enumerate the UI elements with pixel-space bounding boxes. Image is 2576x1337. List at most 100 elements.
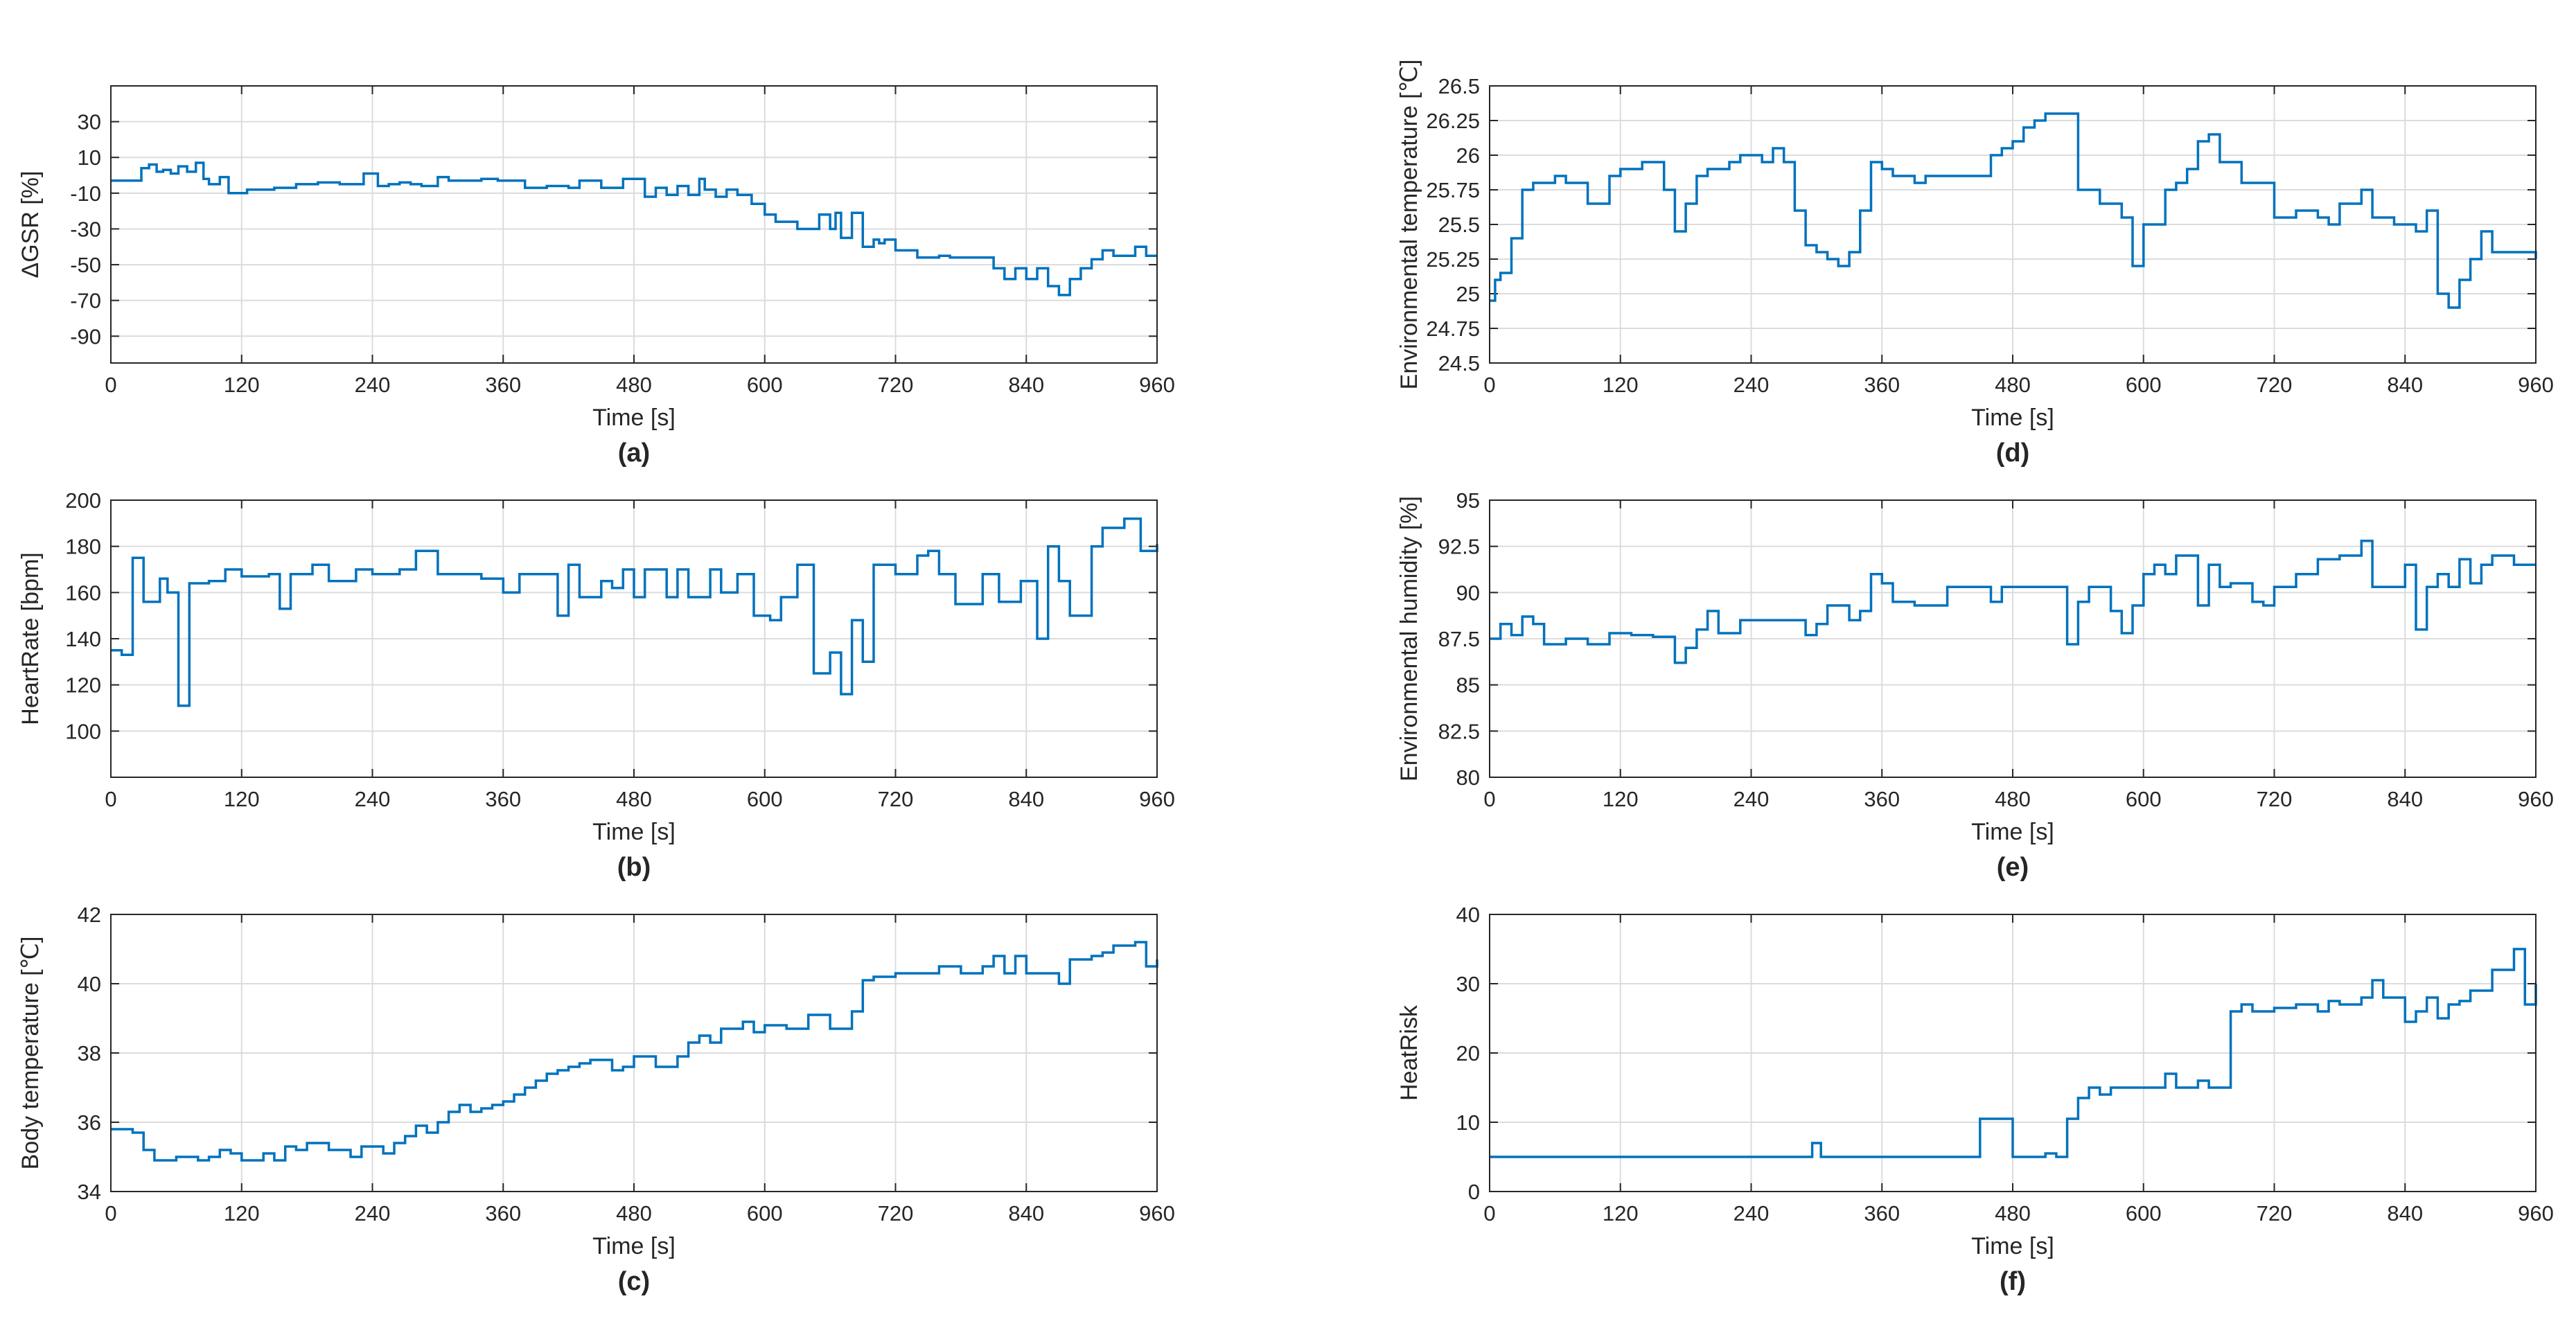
x-tick-label: 600 <box>747 373 783 397</box>
x-tick-label: 120 <box>1603 373 1639 397</box>
x-tick-label: 0 <box>1483 787 1495 811</box>
y-tick-label: 100 <box>65 719 101 743</box>
x-tick-label: 840 <box>2387 1201 2423 1225</box>
x-tick-label: 840 <box>2387 373 2423 397</box>
x-tick-label: 600 <box>2126 1201 2162 1225</box>
y-tick-label: 25.75 <box>1426 178 1480 202</box>
x-tick-label: 240 <box>1733 373 1770 397</box>
y-tick-label: 25.25 <box>1426 247 1480 272</box>
series-line-b <box>111 517 1158 707</box>
y-tick-label: 120 <box>65 673 101 698</box>
x-tick-label: 240 <box>1733 787 1770 811</box>
x-tick-label: 960 <box>2518 1201 2554 1225</box>
y-tick-label: 38 <box>78 1041 101 1065</box>
y-tick-label: 24.5 <box>1438 351 1480 375</box>
y-tick-label: 0 <box>1468 1180 1480 1204</box>
x-tick-label: 960 <box>2518 373 2554 397</box>
x-tick-label: 240 <box>1733 1201 1770 1225</box>
x-tick-label: 600 <box>2126 787 2162 811</box>
x-tick-label: 480 <box>616 1201 652 1225</box>
x-tick-label: 360 <box>485 1201 521 1225</box>
y-tick-label: -50 <box>70 253 101 277</box>
plot-frame-e <box>1489 499 2537 778</box>
y-tick-label: 140 <box>65 627 101 651</box>
x-tick-label: 480 <box>616 373 652 397</box>
plot-frame-f <box>1489 914 2537 1192</box>
panel-c: 0 120 240 360 480 600 720 840 960 34 36 38 40 42 Time … <box>17 903 1175 1296</box>
y-tick-label: 30 <box>78 110 101 134</box>
y-tick-label: 25.5 <box>1438 213 1480 237</box>
x-tick-label: 480 <box>1995 373 2031 397</box>
y-tick-label: 85 <box>1456 673 1480 698</box>
panel-caption: (c) <box>618 1267 650 1296</box>
x-tick-label: 720 <box>2257 1201 2293 1225</box>
x-tick-label: 960 <box>1139 373 1175 397</box>
x-tick-label: 120 <box>1603 1201 1639 1225</box>
x-tick-label: 120 <box>224 1201 260 1225</box>
y-tick-label: -90 <box>70 324 101 348</box>
y-axis-label: Environmental temperature [℃] <box>1396 60 1422 390</box>
x-tick-label: 0 <box>105 373 116 397</box>
y-tick-label: 30 <box>1456 972 1480 996</box>
x-tick-label: 960 <box>2518 787 2554 811</box>
y-tick-label: 20 <box>1456 1041 1480 1065</box>
y-axis-label: Body temperature [℃] <box>17 937 44 1170</box>
y-tick-label: 92.5 <box>1438 535 1480 559</box>
series-line-c <box>111 941 1158 1162</box>
x-tick-label: 0 <box>105 787 116 811</box>
x-axis-label: Time [s] <box>592 819 676 845</box>
series-line-a <box>111 161 1157 296</box>
y-axis-label: HeatRisk <box>1396 1004 1422 1101</box>
y-tick-label: 25 <box>1456 282 1480 306</box>
y-tick-label: -30 <box>70 217 101 241</box>
x-tick-label: 720 <box>878 787 914 811</box>
plot-frame-c <box>110 914 1158 1192</box>
x-tick-label: 240 <box>355 373 391 397</box>
panel-caption: (d) <box>1996 439 2030 468</box>
x-tick-label: 840 <box>1008 787 1044 811</box>
y-tick-label: 10 <box>78 145 101 170</box>
panel-e: 0 120 240 360 480 600 720 840 960 80 82.5 85 87.5 90 9… <box>1396 488 2554 882</box>
panel-b: 0 120 240 360 480 600 720 840 960 100 120 140 160 180… <box>17 488 1175 882</box>
x-tick-label: 120 <box>224 787 260 811</box>
y-tick-label: -70 <box>70 289 101 313</box>
x-tick-label: 960 <box>1139 787 1175 811</box>
x-tick-label: 240 <box>355 1201 391 1225</box>
panel-caption: (a) <box>618 439 650 468</box>
x-tick-label: 480 <box>1995 1201 2031 1225</box>
x-tick-label: 720 <box>2257 373 2293 397</box>
panel-caption: (b) <box>617 853 651 882</box>
panel-f: 0 120 240 360 480 600 720 840 960 0 10 20 30 40 Time [… <box>1396 903 2554 1296</box>
y-tick-label: 180 <box>65 535 101 559</box>
y-tick-label: 34 <box>78 1180 101 1204</box>
panel-d: 0 120 240 360 480 600 720 840 960 24.5 24.75 25 25.2… <box>1396 60 2554 468</box>
x-axis-label: Time [s] <box>1971 1233 2054 1259</box>
series-line-d <box>1490 112 2537 309</box>
x-tick-label: 360 <box>1864 1201 1900 1225</box>
plot-frame-a <box>110 85 1158 364</box>
series-line-e <box>1490 539 2536 664</box>
x-axis-label: Time [s] <box>1971 405 2054 431</box>
x-axis-label: Time [s] <box>1971 819 2054 845</box>
panel-caption: (e) <box>1997 853 2029 882</box>
x-tick-label: 360 <box>485 787 521 811</box>
x-tick-label: 0 <box>1483 373 1495 397</box>
x-tick-label: 0 <box>105 1201 116 1225</box>
x-tick-label: 240 <box>355 787 391 811</box>
y-tick-label: 95 <box>1456 488 1480 513</box>
x-tick-label: 120 <box>1603 787 1639 811</box>
plot-frame-d <box>1489 85 2537 364</box>
x-tick-label: 840 <box>1008 373 1044 397</box>
y-tick-label: 40 <box>1456 903 1480 927</box>
x-tick-label: 360 <box>1864 373 1900 397</box>
x-tick-label: 840 <box>1008 1201 1044 1225</box>
x-tick-label: 600 <box>747 1201 783 1225</box>
x-tick-label: 600 <box>747 787 783 811</box>
series-line-f <box>1490 948 2537 1158</box>
panel-caption: (f) <box>2000 1267 2026 1296</box>
y-tick-label: -10 <box>70 181 101 206</box>
y-tick-label: 40 <box>78 972 101 996</box>
x-tick-label: 480 <box>616 787 652 811</box>
x-axis-label: Time [s] <box>592 405 676 431</box>
